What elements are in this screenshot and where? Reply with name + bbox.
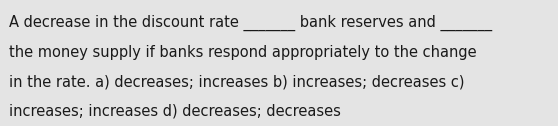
Text: the money supply if banks respond appropriately to the change: the money supply if banks respond approp…	[9, 45, 477, 60]
Text: in the rate. a) decreases; increases b) increases; decreases c): in the rate. a) decreases; increases b) …	[9, 74, 464, 89]
Text: A decrease in the discount rate _______ bank reserves and _______: A decrease in the discount rate _______ …	[9, 15, 492, 31]
Text: increases; increases d) decreases; decreases: increases; increases d) decreases; decre…	[9, 104, 341, 119]
